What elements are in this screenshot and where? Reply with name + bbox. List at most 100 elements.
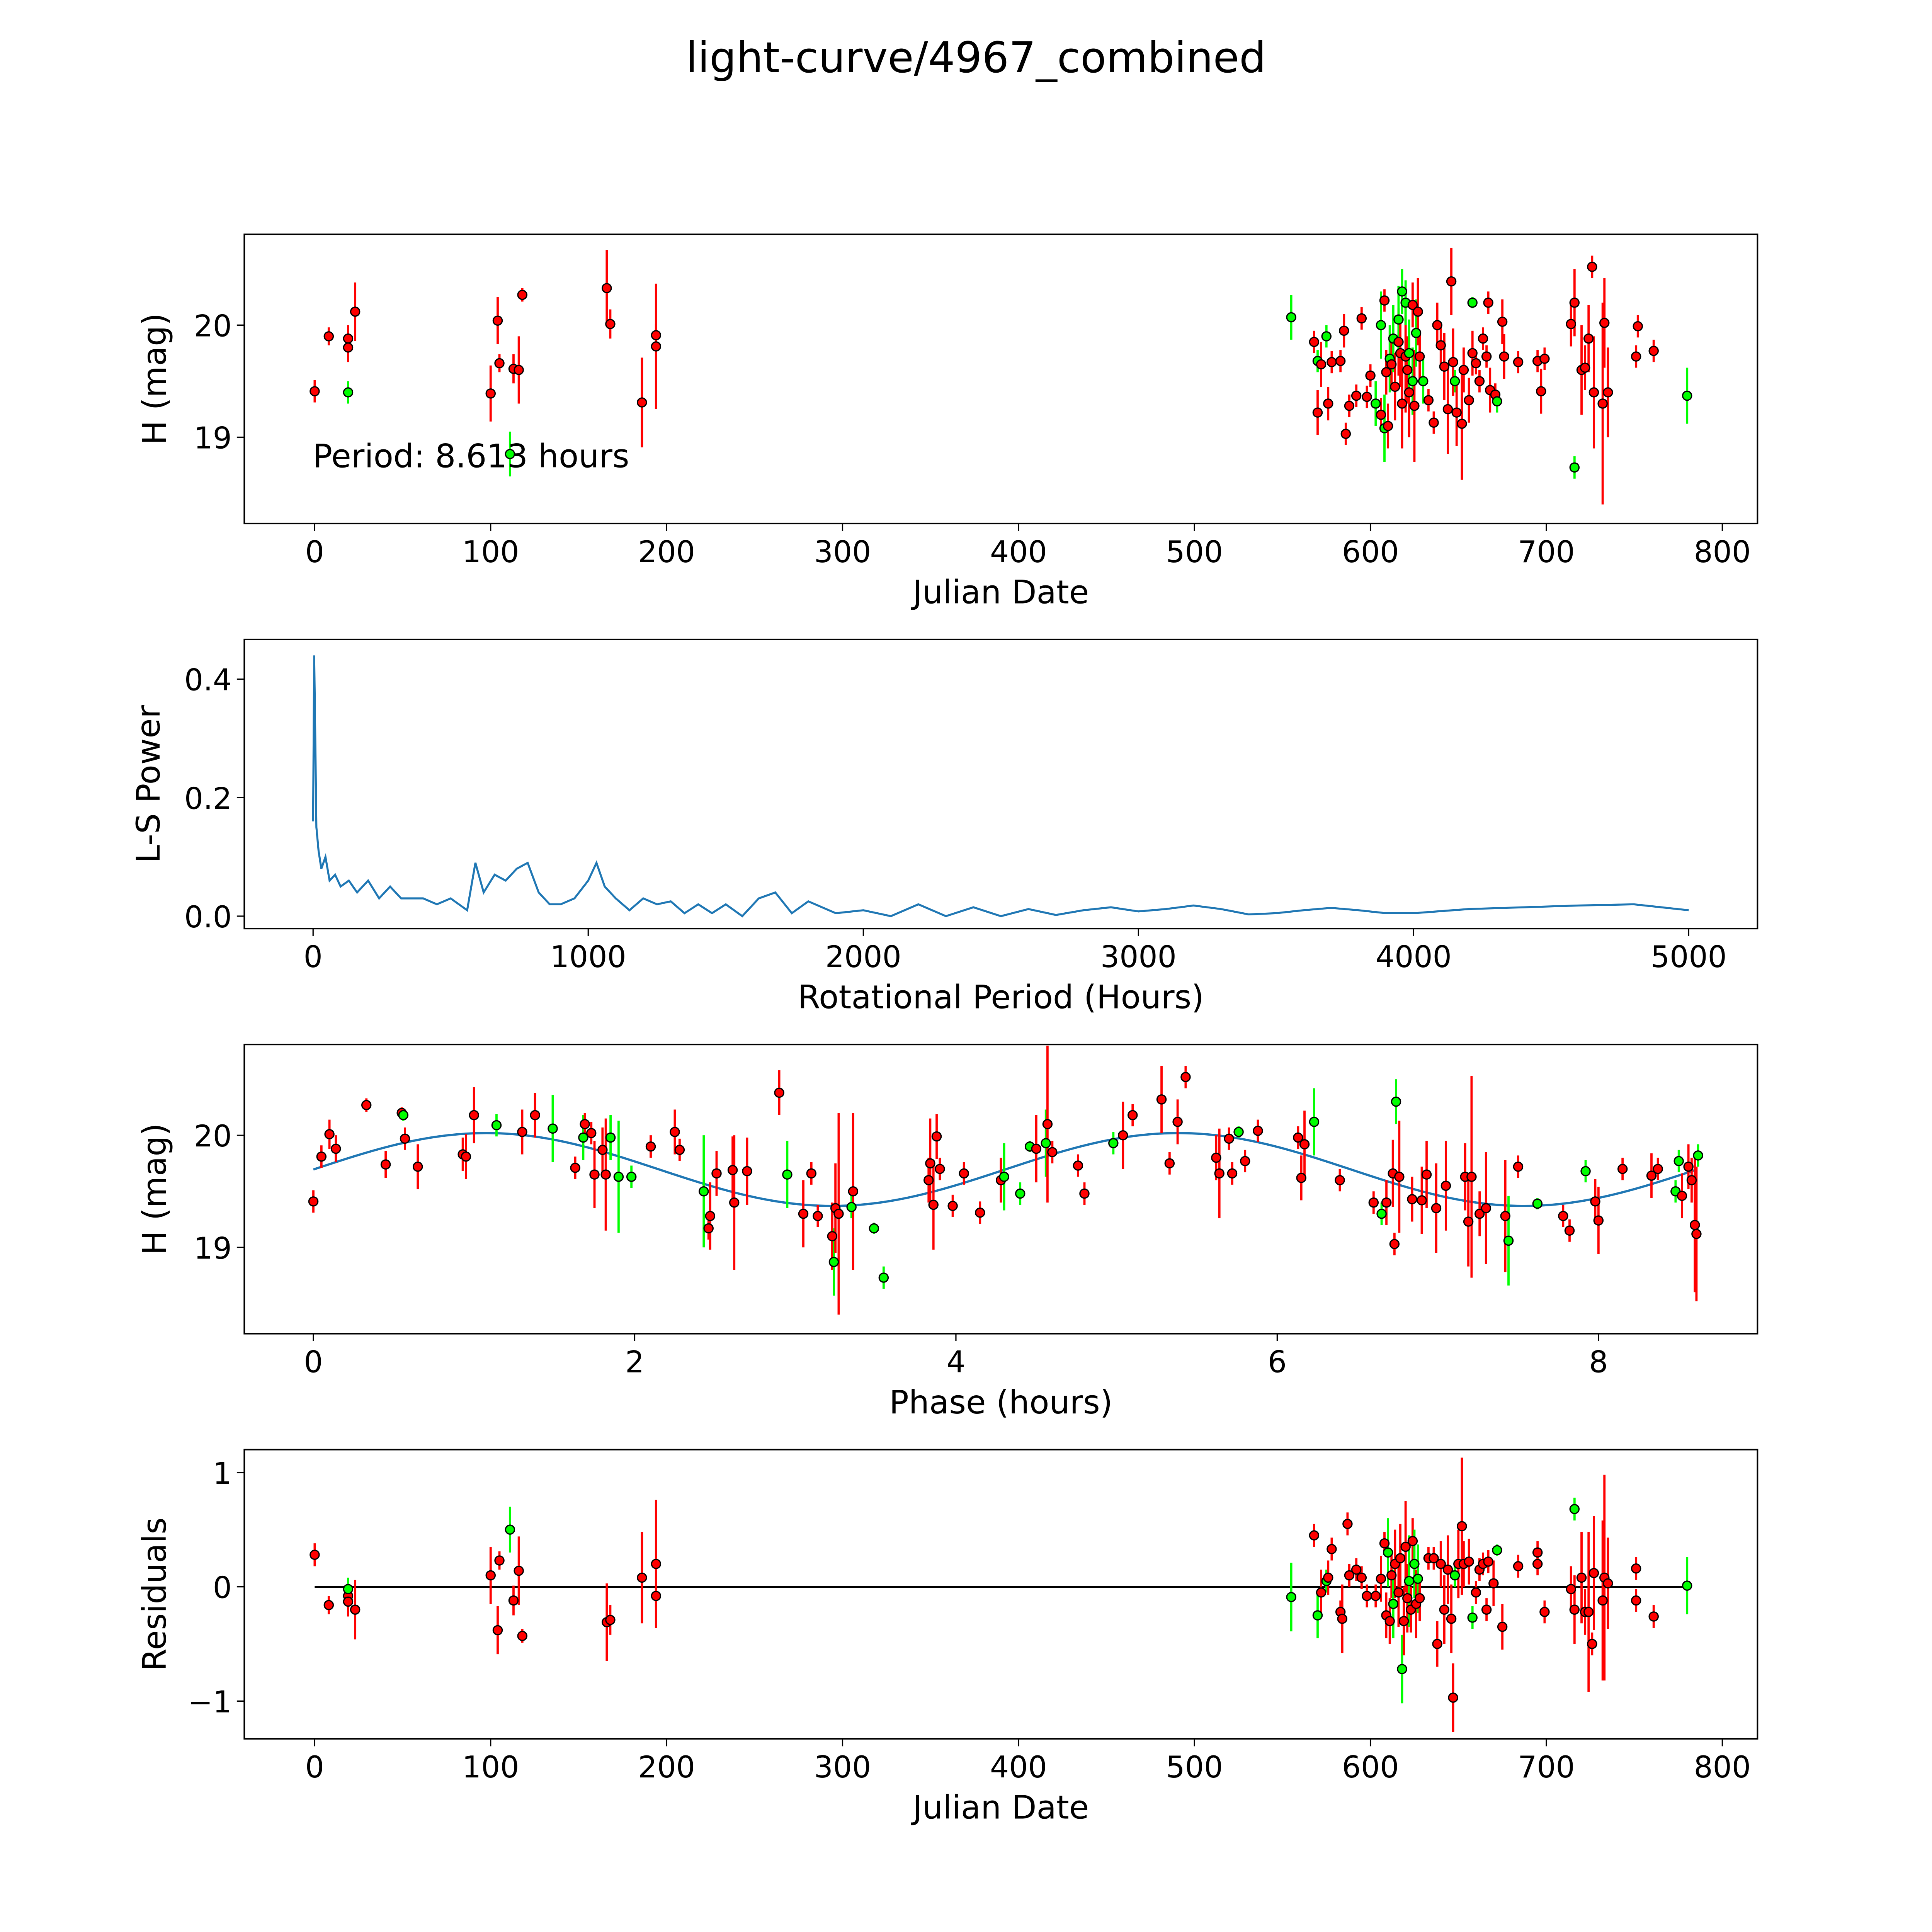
data-point (1488, 1578, 1499, 1588)
x-tick-label: 2000 (825, 940, 901, 975)
data-point (869, 1223, 879, 1234)
data-point (1335, 356, 1346, 366)
data-point (1439, 1604, 1450, 1615)
data-point (1296, 1173, 1306, 1183)
y-axis-label: L-S Power (129, 705, 167, 863)
y-tick-label: 0.2 (184, 781, 232, 816)
data-point (1583, 1607, 1594, 1617)
data-point (1337, 1614, 1347, 1624)
data-point (1467, 298, 1478, 308)
data-point (1312, 1610, 1323, 1621)
x-tick-label: 0 (304, 1345, 323, 1380)
data-point (380, 1159, 391, 1170)
data-point (1587, 1639, 1597, 1649)
data-point (1558, 1211, 1568, 1221)
data-point (774, 1087, 784, 1098)
data-point (1446, 276, 1457, 287)
data-point (1393, 337, 1404, 347)
periodogram-line (312, 655, 1689, 918)
plot-area (308, 1046, 1703, 1315)
data-point (1031, 1143, 1042, 1154)
data-point (1309, 1530, 1320, 1541)
data-point (1108, 1138, 1119, 1148)
data-point (1603, 1578, 1613, 1588)
data-point (1653, 1163, 1663, 1174)
data-point (1214, 1168, 1225, 1179)
data-point (330, 1143, 341, 1154)
data-point (586, 1128, 597, 1138)
data-point (1079, 1188, 1090, 1199)
data-point (1327, 1544, 1337, 1554)
data-point (1603, 387, 1613, 398)
data-point (1227, 1168, 1238, 1179)
data-point (806, 1168, 816, 1179)
data-point (1503, 1235, 1514, 1246)
data-point (1404, 1576, 1414, 1587)
data-point (343, 387, 354, 398)
x-tick-label: 300 (814, 1750, 871, 1785)
data-point (1211, 1152, 1221, 1163)
data-point (1309, 337, 1320, 347)
data-point (975, 1208, 985, 1218)
data-point (848, 1186, 859, 1197)
data-point (1413, 306, 1423, 317)
data-point (605, 1615, 616, 1625)
data-point (1588, 387, 1599, 398)
data-point (1429, 417, 1439, 428)
data-point (651, 341, 662, 352)
data-point (1583, 333, 1594, 344)
x-tick-label: 6 (1268, 1345, 1287, 1380)
data-point (1631, 1595, 1641, 1606)
data-point (828, 1257, 839, 1267)
data-point (1564, 1225, 1575, 1236)
data-point (699, 1186, 709, 1197)
data-point (1569, 1604, 1580, 1615)
data-point (1474, 376, 1485, 386)
data-point (1451, 407, 1462, 418)
data-point (1395, 1553, 1406, 1563)
data-point (1442, 1564, 1453, 1575)
data-point (1411, 328, 1422, 338)
x-tick-label: 500 (1166, 535, 1223, 570)
data-point (316, 1151, 327, 1162)
data-point (1449, 1570, 1460, 1581)
data-point (1440, 1180, 1451, 1191)
x-axis-label: Rotational Period (Hours) (798, 978, 1204, 1016)
data-point (931, 1131, 942, 1142)
data-point (1404, 387, 1414, 398)
data-point (1286, 312, 1296, 323)
data-point (1532, 1547, 1543, 1558)
data-point (1342, 1519, 1353, 1529)
data-point (1156, 1094, 1167, 1105)
data-point (343, 1584, 354, 1594)
data-point (1362, 391, 1372, 402)
data-point (343, 1596, 354, 1607)
data-point (1597, 1595, 1608, 1606)
data-point (651, 1591, 662, 1601)
data-point (1397, 1664, 1407, 1674)
data-point (1646, 1170, 1657, 1181)
data-point (1312, 407, 1323, 418)
data-point (1457, 418, 1467, 429)
data-point (517, 289, 527, 300)
data-point (469, 1110, 479, 1121)
data-point (308, 1196, 319, 1207)
data-point (1449, 376, 1460, 386)
data-point (1457, 1521, 1467, 1532)
data-point (1442, 404, 1453, 415)
data-point (1381, 1197, 1392, 1208)
data-point (1532, 1559, 1543, 1569)
data-point (1481, 351, 1492, 362)
data-point (626, 1172, 637, 1182)
period-annotation: Period: 8.613 hours (313, 437, 629, 475)
data-point (350, 306, 361, 317)
data-point (1686, 1175, 1697, 1185)
data-point (1390, 381, 1400, 392)
data-point (361, 1100, 372, 1111)
data-point (1404, 348, 1414, 359)
data-point (494, 358, 505, 369)
data-point (589, 1169, 600, 1180)
data-point (1400, 1541, 1411, 1552)
data-point (1513, 1561, 1524, 1571)
